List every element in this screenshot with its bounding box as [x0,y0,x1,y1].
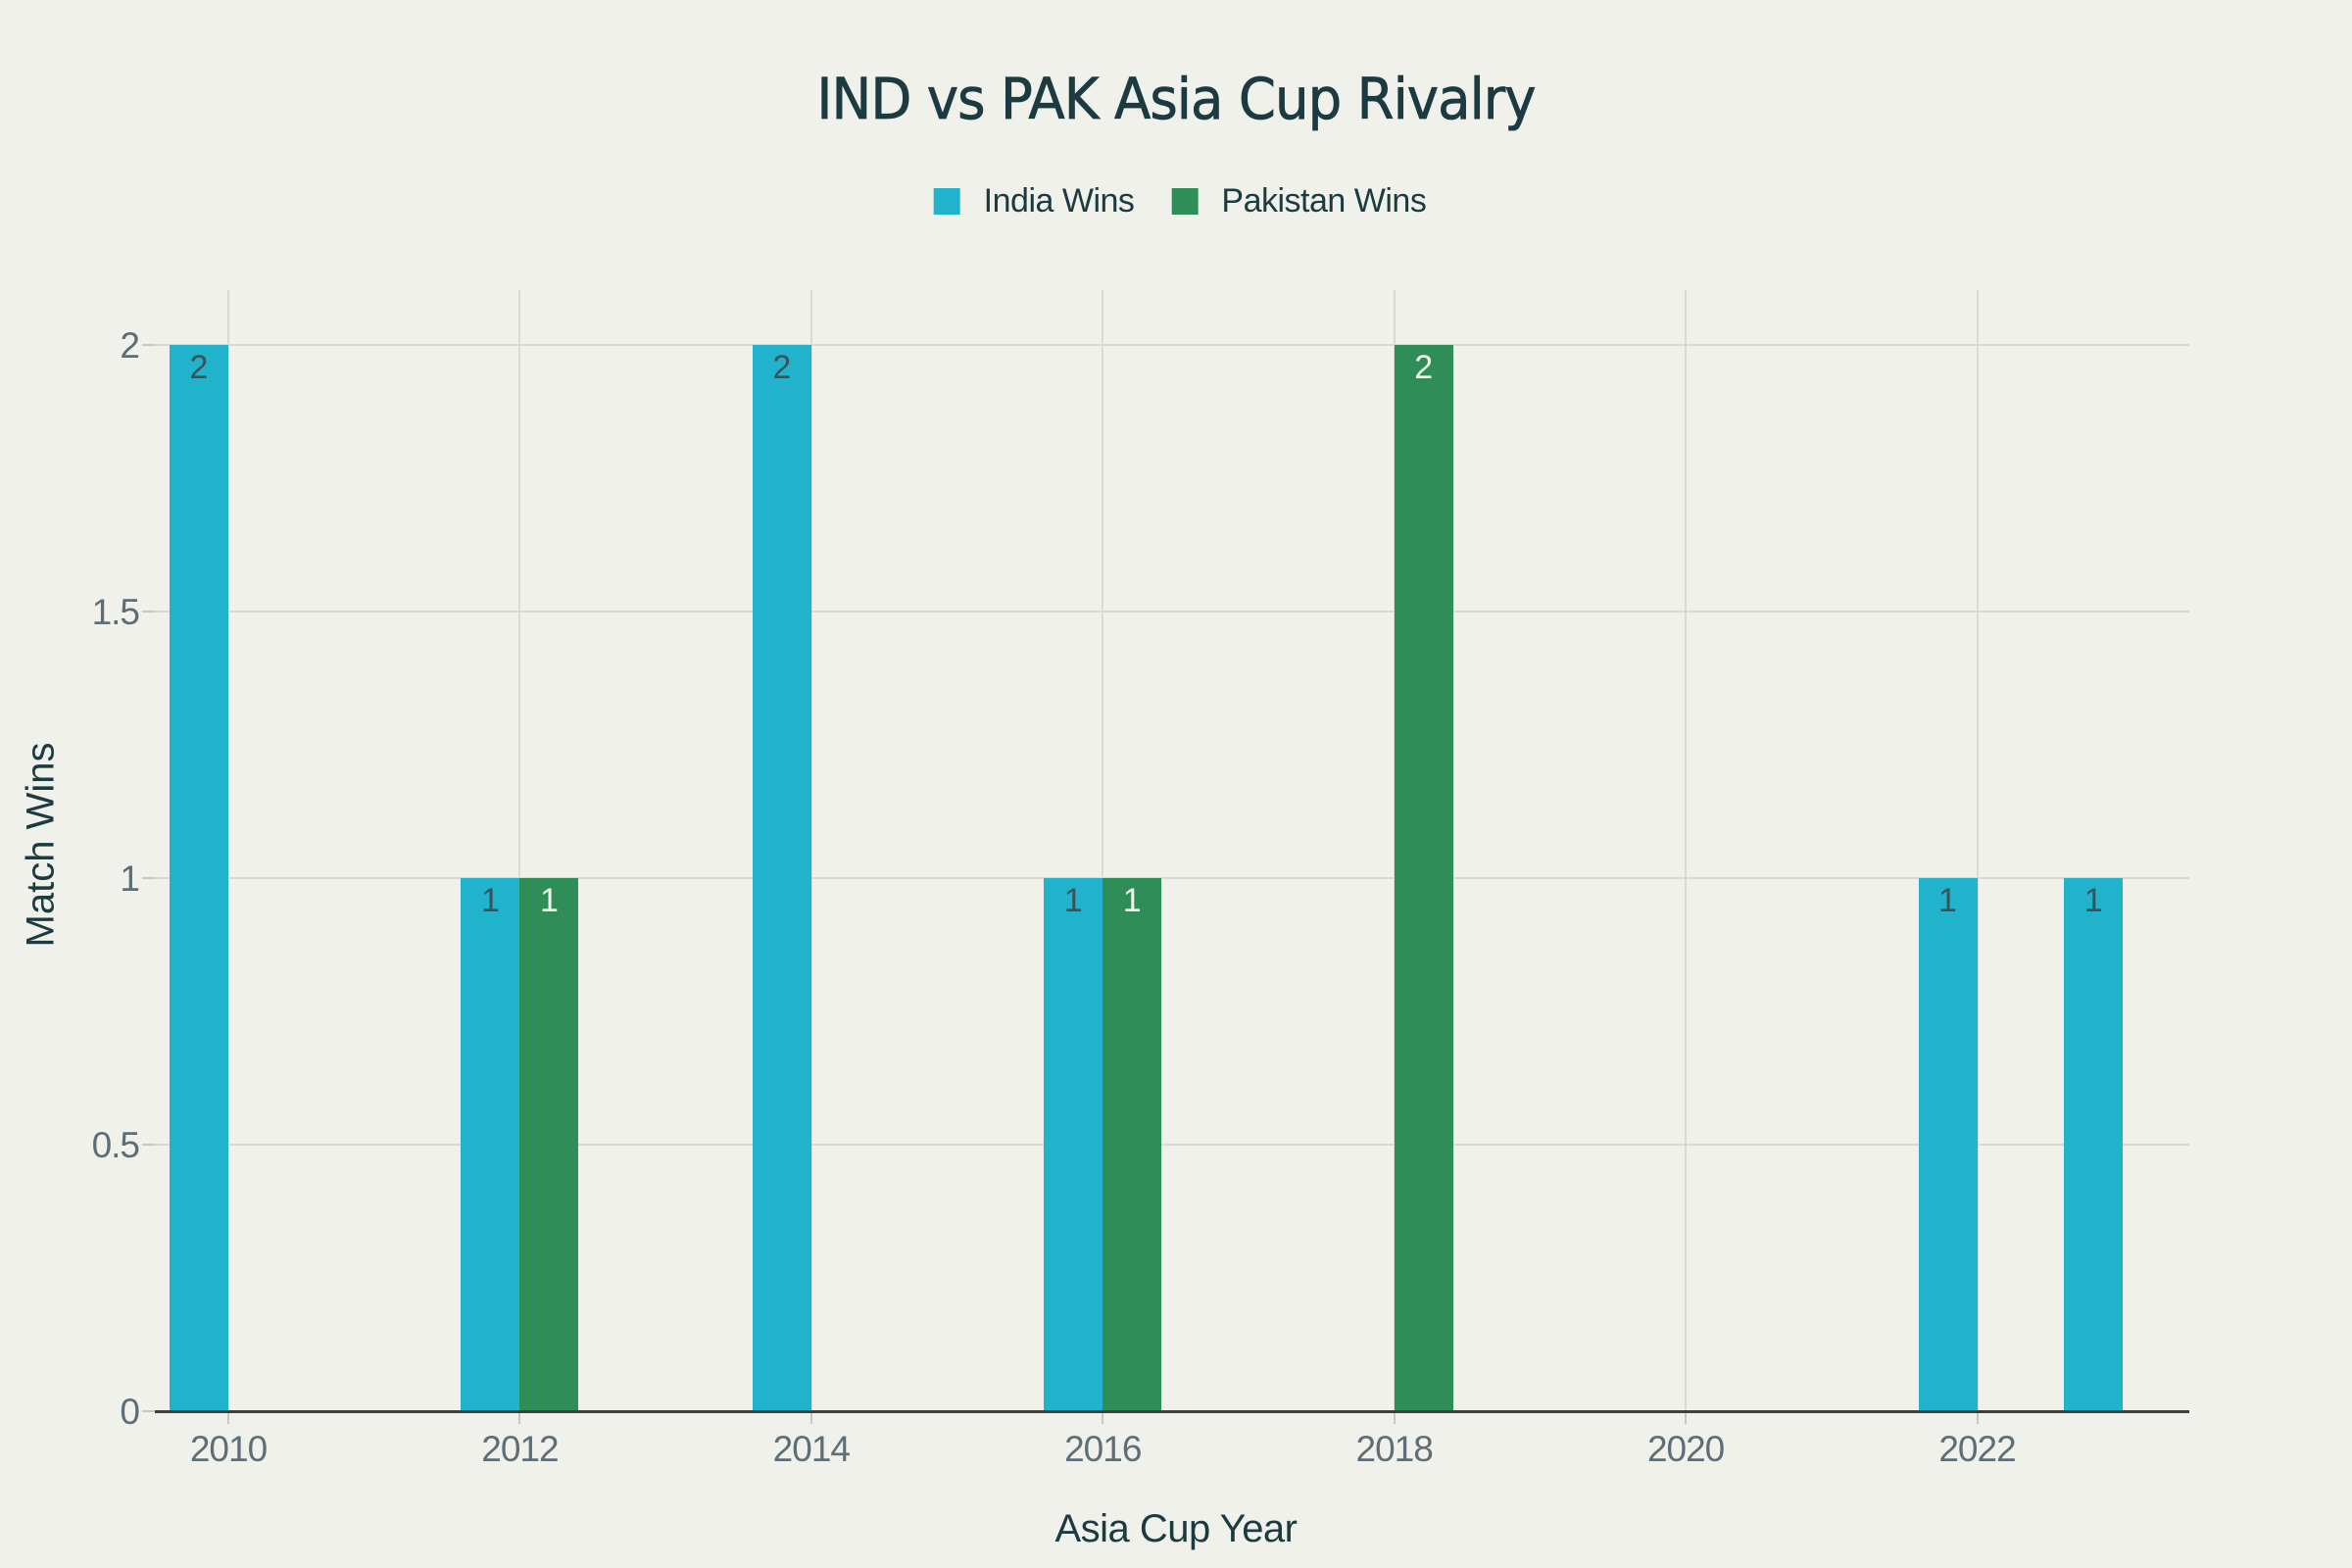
y-tick-label: 2 [120,325,140,366]
gridline-horizontal [155,344,2189,346]
bar-india: 1 [1918,878,1978,1411]
gridline-horizontal [155,877,2189,879]
x-tick-label: 2016 [1064,1429,1142,1469]
bar-india: 2 [752,345,811,1411]
y-axis-title: Match Wins [19,742,63,948]
y-tick-mark [142,877,155,879]
bar-value-label: 2 [1414,349,1434,386]
y-tick-label: 1.5 [91,592,140,632]
bar-value-label: 1 [1938,882,1957,919]
x-tick-mark [227,1412,229,1424]
x-tick-label: 2012 [481,1429,559,1469]
gridline-vertical [1685,290,1688,1411]
legend-swatch-india [933,188,960,215]
legend-label-pakistan: Pakistan Wins [1221,182,1427,220]
y-tick-label: 0.5 [91,1125,140,1165]
gridline-vertical [518,290,521,1411]
x-tick-mark [809,1412,812,1424]
bar-india: 1 [2064,878,2124,1411]
y-tick-mark [142,1144,155,1146]
bar-value-label: 1 [480,882,500,919]
bar-india: 1 [461,878,520,1411]
bar-pakistan: 1 [1102,878,1162,1411]
bar-value-label: 1 [1122,882,1142,919]
bar-value-label: 2 [189,349,209,386]
y-tick-label: 0 [120,1392,140,1432]
bar-value-label: 1 [539,882,559,919]
x-tick-mark [1102,1412,1104,1424]
x-tick-mark [518,1412,521,1424]
x-axis-title: Asia Cup Year [1054,1507,1298,1550]
x-tick-mark [1976,1412,1979,1424]
gridline-horizontal [155,611,2189,612]
bar-india: 2 [170,345,228,1411]
gridline-vertical [227,290,229,1411]
gridline-vertical [1102,290,1104,1411]
gridline-vertical [809,290,812,1411]
x-tick-mark [1685,1412,1688,1424]
x-tick-mark [1393,1412,1396,1424]
legend-label-india: India Wins [983,182,1135,220]
x-tick-label: 2018 [1355,1429,1434,1469]
gridline-vertical [1976,290,1979,1411]
x-tick-label: 2010 [189,1429,268,1469]
y-tick-mark [142,611,155,612]
x-tick-label: 2020 [1646,1429,1725,1469]
bar-pakistan: 1 [519,878,579,1411]
bar-india: 1 [1044,878,1103,1411]
bar-pakistan: 2 [1394,345,1453,1411]
legend-item-pakistan[interactable]: Pakistan Wins [1171,182,1427,220]
bar-value-label: 2 [772,349,792,386]
gridline-horizontal [155,1144,2189,1146]
y-tick-label: 1 [120,858,140,899]
bar-value-label: 1 [1063,882,1083,919]
x-axis-line [155,1410,2189,1413]
legend-swatch-pakistan [1171,188,1199,215]
y-tick-mark [142,344,155,346]
legend-item-india[interactable]: India Wins [933,182,1135,220]
chart-title: IND vs PAK Asia Cup Rivalry [816,66,1537,133]
x-tick-label: 2014 [772,1429,851,1469]
x-tick-label: 2022 [1938,1429,2016,1469]
bar-value-label: 1 [2083,882,2103,919]
y-tick-mark [142,1410,155,1412]
legend: India Wins Pakistan Wins [933,182,1427,220]
